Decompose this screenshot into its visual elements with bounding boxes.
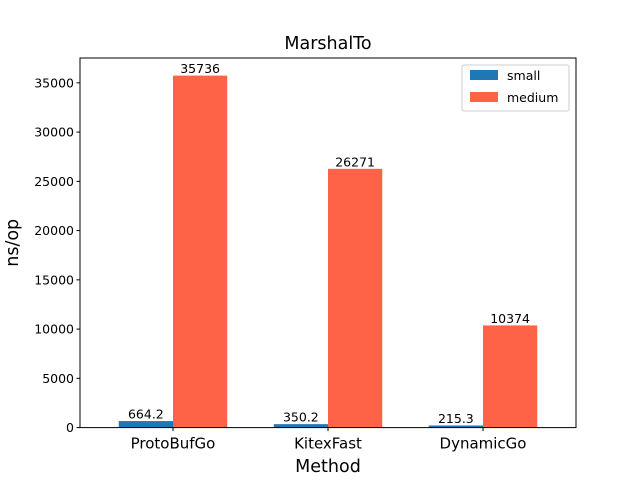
legend-label-medium: medium — [507, 90, 558, 105]
legend-label-small: small — [507, 68, 540, 83]
bar-medium-KitexFast — [328, 168, 383, 428]
bar-small-KitexFast — [273, 424, 328, 428]
value-labels-layer: 664.2 350.2 215.3 35736 26271 10374 — [128, 61, 530, 426]
y-tick-label: 30000 — [34, 125, 74, 140]
y-tick-label: 20000 — [34, 223, 74, 238]
bars-layer — [118, 75, 538, 428]
y-tick-label: 0 — [66, 420, 74, 435]
bar-medium-DynamicGo — [483, 325, 538, 428]
legend: small medium — [461, 64, 570, 112]
x-axis: ProtoBufGo KitexFast DynamicGo — [131, 427, 527, 453]
x-tick-label: DynamicGo — [440, 435, 527, 453]
y-tick-label: 5000 — [42, 371, 74, 386]
x-tick-label: ProtoBufGo — [131, 435, 216, 453]
x-axis-label: Method — [295, 457, 361, 477]
data-label-small-ProtoBufGo: 664.2 — [128, 407, 164, 422]
y-tick-label: 15000 — [34, 272, 74, 287]
y-axis-label: ns/op — [3, 219, 23, 267]
data-label-small-DynamicGo: 215.3 — [438, 411, 474, 426]
data-label-medium-DynamicGo: 10374 — [490, 311, 530, 326]
y-axis: 0 5000 10000 15000 20000 25000 30000 35000 — [34, 75, 80, 435]
x-tick-label: KitexFast — [294, 435, 362, 453]
y-tick-label: 10000 — [34, 322, 74, 337]
y-tick-label: 35000 — [34, 75, 74, 90]
bar-small-DynamicGo — [428, 425, 483, 428]
data-label-medium-KitexFast: 26271 — [335, 154, 375, 169]
data-label-small-KitexFast: 350.2 — [283, 410, 319, 425]
bar-small-ProtoBufGo — [118, 421, 173, 428]
legend-swatch-small — [470, 70, 498, 80]
bar-medium-ProtoBufGo — [173, 75, 228, 428]
data-label-medium-ProtoBufGo: 35736 — [180, 61, 220, 76]
chart-title: MarshalTo — [284, 34, 371, 54]
legend-swatch-medium — [470, 92, 498, 102]
y-tick-label: 25000 — [34, 174, 74, 189]
